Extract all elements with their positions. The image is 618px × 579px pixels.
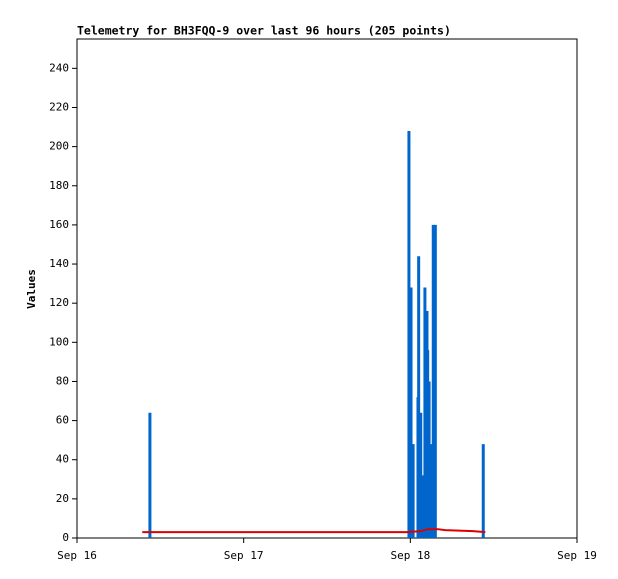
y-tick-label: 0 (62, 531, 69, 544)
y-tick-label: 200 (49, 140, 69, 153)
y-tick-label: 40 (56, 453, 69, 466)
y-axis-label: Values (25, 269, 38, 309)
y-tick-label: 100 (49, 335, 69, 348)
x-tick-label: Sep 17 (224, 549, 264, 562)
y-tick-label: 120 (49, 296, 69, 309)
series-line (142, 528, 486, 534)
y-tick-label: 140 (49, 257, 69, 270)
y-tick-label: 240 (49, 61, 69, 74)
x-tick-label: Sep 16 (57, 549, 97, 562)
plot-frame (76, 38, 578, 539)
y-tick-label: 220 (49, 100, 69, 113)
y-tick-label: 20 (56, 492, 69, 505)
y-tick-label: 160 (49, 218, 69, 231)
x-tick-label: Sep 18 (390, 549, 430, 562)
x-tick-label: Sep 19 (557, 549, 597, 562)
chart-title: Telemetry for BH3FQQ-9 over last 96 hour… (77, 24, 451, 38)
y-tick-label: 180 (49, 179, 69, 192)
y-tick-label: 60 (56, 414, 69, 427)
y-tick-label: 80 (56, 374, 69, 387)
